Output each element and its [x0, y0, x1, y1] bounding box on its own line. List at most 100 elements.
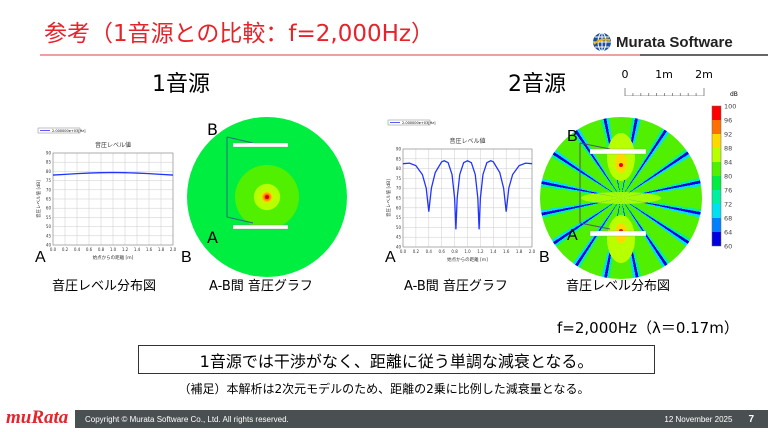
x-tick-label: 1.6 — [503, 249, 510, 254]
colorbar-tick: 92 — [724, 131, 732, 139]
x-tick-label: 0.6 — [86, 247, 93, 252]
y-tick-label: 80 — [46, 169, 52, 174]
slide-title: 参考（1音源との比較：f=2,000Hz） — [44, 21, 434, 47]
y-tick-label: 85 — [46, 160, 52, 165]
y-tick-label: 45 — [46, 233, 52, 238]
x-axis-label: 始点からの距離 [m] — [447, 256, 488, 263]
y-axis-label: 音圧レベル値 [dB] — [35, 180, 42, 218]
x-tick-label: 1.0 — [110, 247, 117, 252]
colorbar-tick: 76 — [724, 187, 732, 195]
colorbar-segment — [712, 176, 721, 190]
line-chart-one-source: 2.000000e+03[Hz] 音圧レベル値 40 45 50 55 60 65 70 75 80… — [35, 127, 177, 261]
y-tick-label: 60 — [396, 205, 402, 210]
colorbar-tick: 60 — [724, 243, 732, 251]
pressure-map-two-sources — [540, 117, 702, 279]
murata-logo: muRata — [6, 407, 69, 428]
colorbar-tick: 100 — [724, 103, 736, 111]
colorbar-tick: 96 — [724, 117, 732, 125]
caption: A-B間 音圧グラフ — [209, 279, 313, 294]
colorbar-segment — [712, 134, 721, 148]
point-b-label: B — [207, 120, 218, 139]
point-a-label: A — [567, 227, 578, 244]
point-b-label: B — [539, 249, 550, 266]
colorbar-tick: 80 — [724, 173, 732, 181]
colorbar-legend: dB 100 96 92 88 84 80 76 72 68 64 60 — [711, 91, 738, 251]
conclusion-text: 1音源では干渉がなく、距離に従う単調な減衰となる。 — [199, 351, 594, 371]
y-tick-label: 85 — [396, 156, 402, 161]
legend-box — [387, 119, 431, 126]
x-tick-label: 2.0 — [170, 247, 177, 252]
y-tick-label: 75 — [396, 176, 402, 181]
point-a-label: A — [207, 228, 218, 247]
x-tick-label: 0.4 — [74, 247, 81, 252]
plot-frame — [402, 148, 533, 248]
frequency-note: f=2,000Hz（λ＝0.17m） — [557, 319, 739, 337]
x-tick-label: 0.2 — [413, 249, 420, 254]
caption: 音圧レベル分布図 — [52, 279, 157, 294]
x-tick-label: 0.2 — [62, 247, 69, 252]
pressure-map-one-source: B A — [187, 117, 347, 277]
y-tick-label: 40 — [396, 245, 402, 250]
scale-label: 0 — [622, 68, 629, 81]
x-tick-label: 1.4 — [490, 249, 497, 254]
colorbar-tick: 64 — [724, 229, 732, 237]
point-b-label: B — [181, 249, 192, 266]
logo-text: Murata Software — [616, 33, 733, 51]
x-axis-label: 始点からの距離 [m] — [93, 254, 134, 261]
caption: 音圧レベル分布図 — [566, 279, 671, 294]
footer-date: 12 November 2025 — [664, 414, 733, 424]
title-underline-right — [640, 54, 768, 56]
y-tick-label: 80 — [396, 166, 402, 171]
conclusion-box: 1音源では干渉がなく、距離に従う単調な減衰となる。 — [138, 345, 655, 374]
y-tick-label: 45 — [396, 235, 402, 240]
colorbar-segment — [712, 218, 721, 232]
copyright: Copyright © Murata Software Co., Ltd. Al… — [85, 414, 289, 424]
x-tick-label: 0.0 — [50, 247, 57, 252]
x-tick-label: 0.8 — [451, 249, 458, 254]
colorbar-tick: 84 — [724, 159, 732, 167]
colorbar-segment — [712, 162, 721, 176]
scale-label: 1m — [655, 68, 673, 81]
y-tick-label: 55 — [46, 215, 52, 220]
y-tick-label: 40 — [46, 243, 52, 248]
y-tick-label: 70 — [396, 186, 402, 191]
y-tick-label: 55 — [396, 215, 402, 220]
y-tick-label: 60 — [46, 206, 52, 211]
footer-bar: Copyright © Murata Software Co., Ltd. Al… — [75, 410, 768, 428]
y-tick-label: 50 — [396, 225, 402, 230]
legend-label: 2.000000e+03[Hz] — [52, 129, 86, 133]
y-tick-label: 70 — [46, 187, 52, 192]
point-b-label: B — [567, 128, 578, 145]
y-tick-label: 65 — [46, 197, 52, 202]
scale-bar: 0 1m 2m — [622, 68, 713, 96]
y-tick-label: 65 — [396, 196, 402, 201]
point-a-label: A — [385, 249, 396, 266]
y-tick-label: 75 — [46, 178, 52, 183]
x-tick-label: 0.4 — [426, 249, 433, 254]
colorbar-segment — [712, 190, 721, 204]
plot-frame — [52, 152, 174, 246]
scale-label: 2m — [695, 68, 713, 81]
y-tick-label: 50 — [46, 224, 52, 229]
heading-two-sources: 2音源 — [508, 72, 566, 97]
data-series-line — [402, 160, 533, 230]
colorbar-tick: 68 — [724, 215, 732, 223]
chart-title: 音圧レベル値 — [449, 137, 485, 145]
murata-software-logo: Murata Software — [592, 32, 733, 52]
point-a-label: A — [35, 249, 46, 266]
line-chart-two-sources: 2.000000e+03[Hz] 音圧レベル値 40 45 50 55 60 65 70 75 80… — [385, 119, 536, 263]
supplement-note: （補足）本解析は2次元モデルのため、距離の2乗に比例した減衰量となる。 — [178, 382, 590, 396]
caption: A-B間 音圧グラフ — [404, 279, 508, 294]
x-tick-label: 1.2 — [122, 247, 129, 252]
colorbar-segment — [712, 204, 721, 218]
data-series-line — [52, 171, 174, 176]
y-axis-label: 音圧レベル値 [dB] — [385, 179, 392, 217]
colorbar-segment — [712, 232, 721, 246]
title-underline — [40, 54, 640, 56]
x-tick-label: 0.8 — [98, 247, 105, 252]
colorbar-segment — [712, 148, 721, 162]
x-tick-label: 1.0 — [464, 249, 471, 254]
x-tick-label: 1.6 — [146, 247, 153, 252]
x-tick-label: 0.0 — [400, 249, 407, 254]
x-tick-label: 1.4 — [134, 247, 141, 252]
